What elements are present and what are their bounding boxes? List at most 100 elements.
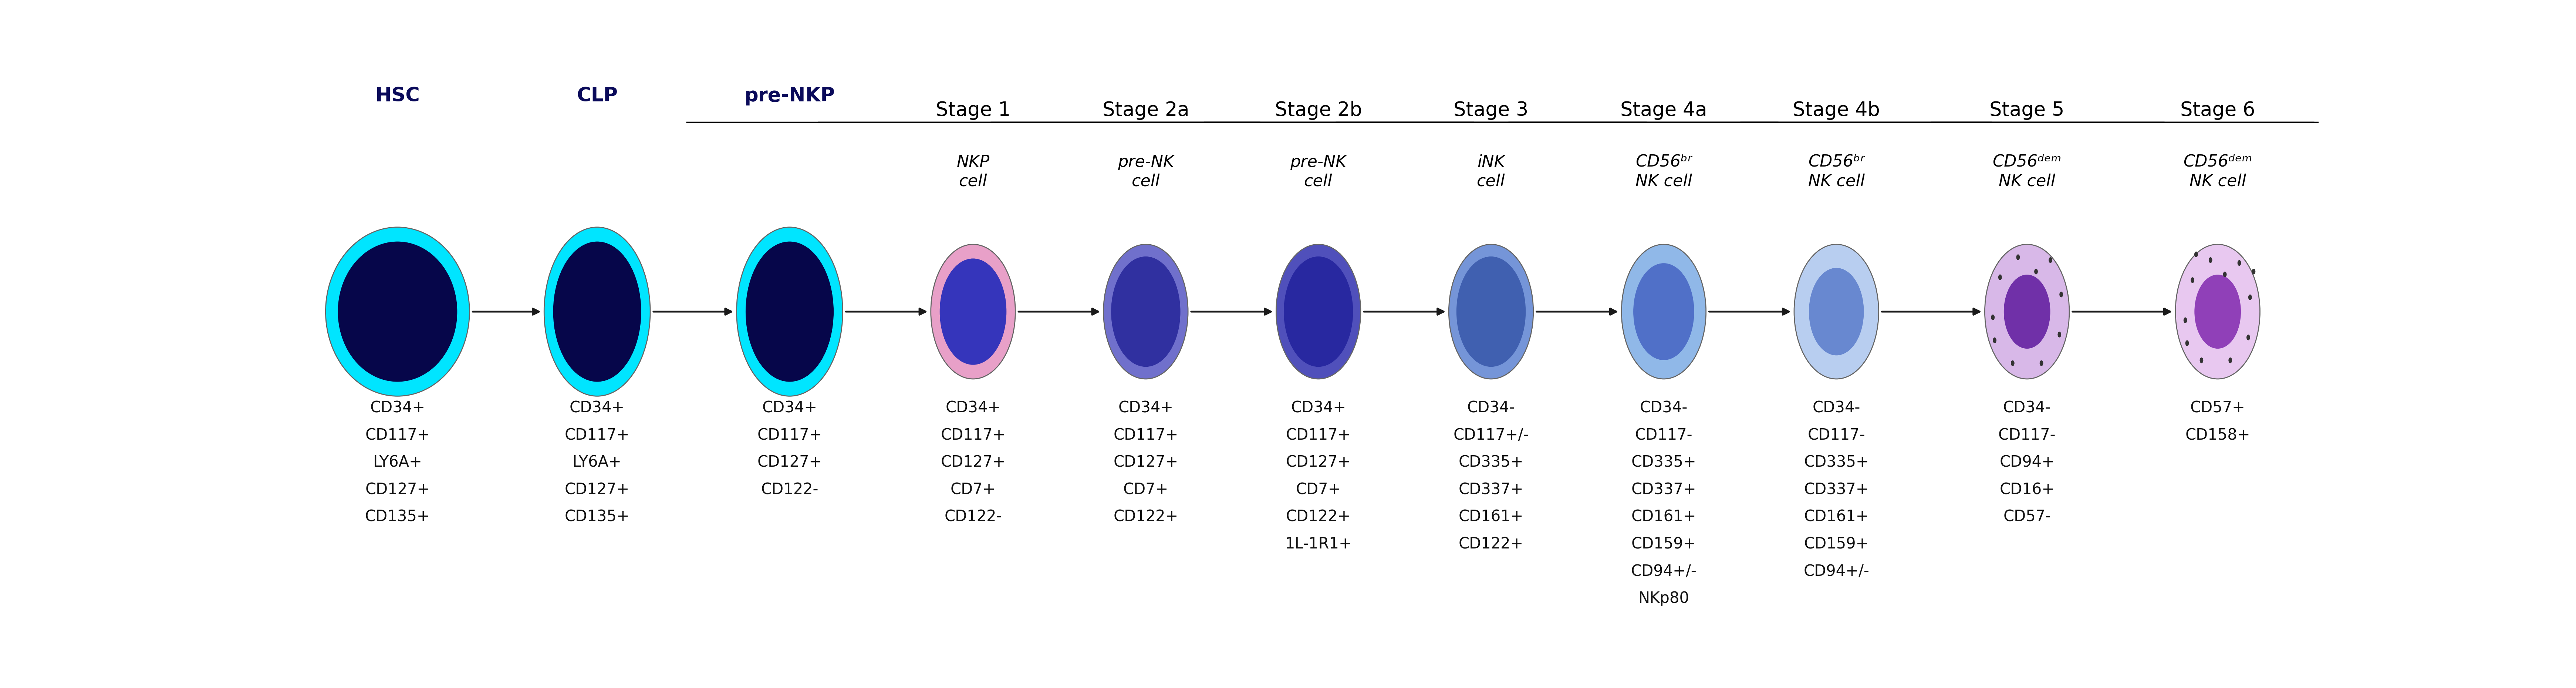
Text: CD34+: CD34+ — [1118, 400, 1172, 416]
Text: CD117+/-: CD117+/- — [1453, 428, 1530, 443]
Ellipse shape — [337, 241, 459, 382]
Circle shape — [1991, 314, 1994, 320]
Circle shape — [1999, 275, 2002, 280]
Text: CD127+: CD127+ — [366, 482, 430, 497]
Text: HSC: HSC — [376, 86, 420, 105]
Text: CD117+: CD117+ — [1285, 428, 1350, 443]
Ellipse shape — [1793, 244, 1878, 379]
Ellipse shape — [2174, 244, 2259, 379]
Text: CD159+: CD159+ — [1803, 537, 1868, 552]
Text: CD117-: CD117- — [1636, 428, 1692, 443]
Text: LY6A+: LY6A+ — [572, 455, 621, 471]
Text: CD122+: CD122+ — [1285, 509, 1350, 525]
Ellipse shape — [1633, 264, 1695, 360]
Text: CD56ᵇʳ
NK cell: CD56ᵇʳ NK cell — [1636, 154, 1692, 189]
Text: CD34-: CD34- — [2004, 400, 2050, 416]
Text: CD127+: CD127+ — [1113, 455, 1177, 471]
Ellipse shape — [1455, 257, 1525, 367]
Text: NKp80: NKp80 — [1638, 591, 1690, 606]
Circle shape — [2058, 332, 2061, 337]
Circle shape — [2017, 255, 2020, 260]
Circle shape — [2184, 317, 2187, 323]
Text: Stage 2a: Stage 2a — [1103, 100, 1190, 120]
Text: LY6A+: LY6A+ — [374, 455, 422, 471]
Ellipse shape — [1808, 268, 1865, 356]
Text: iNK
cell: iNK cell — [1476, 154, 1504, 189]
Text: CD7+: CD7+ — [951, 482, 997, 497]
Text: CD135+: CD135+ — [564, 509, 629, 525]
Circle shape — [2058, 292, 2063, 297]
Ellipse shape — [1275, 244, 1360, 379]
Text: pre-NK
cell: pre-NK cell — [1291, 154, 1347, 189]
Text: CD56ᵈᵉᵐ
NK cell: CD56ᵈᵉᵐ NK cell — [2184, 154, 2251, 189]
Text: 1L-1R1+: 1L-1R1+ — [1285, 537, 1352, 552]
Text: CD94+: CD94+ — [1999, 455, 2056, 471]
Text: CD122-: CD122- — [945, 509, 1002, 525]
Text: CD117-: CD117- — [1999, 428, 2056, 443]
Ellipse shape — [940, 259, 1007, 365]
Text: CD122+: CD122+ — [1458, 537, 1522, 552]
Text: CD158+: CD158+ — [2184, 428, 2251, 443]
Text: CD7+: CD7+ — [1123, 482, 1170, 497]
Text: CD117-: CD117- — [1808, 428, 1865, 443]
Text: CD34+: CD34+ — [945, 400, 999, 416]
Text: CD34+: CD34+ — [762, 400, 817, 416]
Text: CD159+: CD159+ — [1631, 537, 1695, 552]
Text: Stage 3: Stage 3 — [1453, 100, 1528, 120]
Text: CD117+: CD117+ — [366, 428, 430, 443]
Text: CD117+: CD117+ — [1113, 428, 1177, 443]
Circle shape — [2208, 257, 2213, 263]
Ellipse shape — [1103, 244, 1188, 379]
Ellipse shape — [737, 227, 842, 396]
Circle shape — [2184, 341, 2190, 346]
Circle shape — [2239, 260, 2241, 266]
Text: CD57+: CD57+ — [2190, 400, 2246, 416]
Text: CD34-: CD34- — [1641, 400, 1687, 416]
Circle shape — [2246, 334, 2249, 341]
Text: CD34+: CD34+ — [569, 400, 626, 416]
Text: CD135+: CD135+ — [366, 509, 430, 525]
Circle shape — [2251, 269, 2257, 275]
Circle shape — [1994, 337, 1996, 343]
Circle shape — [2035, 269, 2038, 275]
Circle shape — [2040, 361, 2043, 366]
Text: CD7+: CD7+ — [1296, 482, 1342, 497]
Text: CD127+: CD127+ — [564, 482, 629, 497]
Text: CD34+: CD34+ — [1291, 400, 1347, 416]
Text: CD127+: CD127+ — [1285, 455, 1350, 471]
Text: Stage 4b: Stage 4b — [1793, 100, 1880, 120]
Text: CD161+: CD161+ — [1458, 509, 1522, 525]
Text: CD335+: CD335+ — [1458, 455, 1522, 471]
Text: NKP
cell: NKP cell — [956, 154, 989, 189]
Text: CD161+: CD161+ — [1631, 509, 1695, 525]
Text: Stage 6: Stage 6 — [2179, 100, 2254, 120]
Text: CD335+: CD335+ — [1631, 455, 1695, 471]
Circle shape — [2223, 272, 2226, 277]
Ellipse shape — [325, 227, 469, 396]
Text: CD117+: CD117+ — [940, 428, 1005, 443]
Text: CD94+/-: CD94+/- — [1631, 563, 1698, 579]
Circle shape — [2048, 257, 2053, 263]
Text: CD34+: CD34+ — [371, 400, 425, 416]
Text: CD57-: CD57- — [2004, 509, 2050, 525]
Text: CD122+: CD122+ — [1113, 509, 1177, 525]
Ellipse shape — [554, 241, 641, 382]
Ellipse shape — [1620, 244, 1705, 379]
Circle shape — [2012, 361, 2014, 366]
Text: CD337+: CD337+ — [1458, 482, 1522, 497]
Text: CD56ᵇʳ
NK cell: CD56ᵇʳ NK cell — [1808, 154, 1865, 189]
Text: CD34-: CD34- — [1468, 400, 1515, 416]
Circle shape — [2195, 252, 2197, 257]
Text: Stage 4a: Stage 4a — [1620, 100, 1708, 120]
Ellipse shape — [544, 227, 649, 396]
Ellipse shape — [1448, 244, 1533, 379]
Text: CD335+: CD335+ — [1803, 455, 1868, 471]
Ellipse shape — [2004, 275, 2050, 349]
Text: CD56ᵈᵉᵐ
NK cell: CD56ᵈᵉᵐ NK cell — [1994, 154, 2061, 189]
Text: CD337+: CD337+ — [1631, 482, 1695, 497]
Ellipse shape — [1110, 257, 1180, 367]
Ellipse shape — [1283, 257, 1352, 367]
Text: CD34-: CD34- — [1814, 400, 1860, 416]
Circle shape — [2190, 277, 2195, 283]
Text: CD117+: CD117+ — [564, 428, 629, 443]
